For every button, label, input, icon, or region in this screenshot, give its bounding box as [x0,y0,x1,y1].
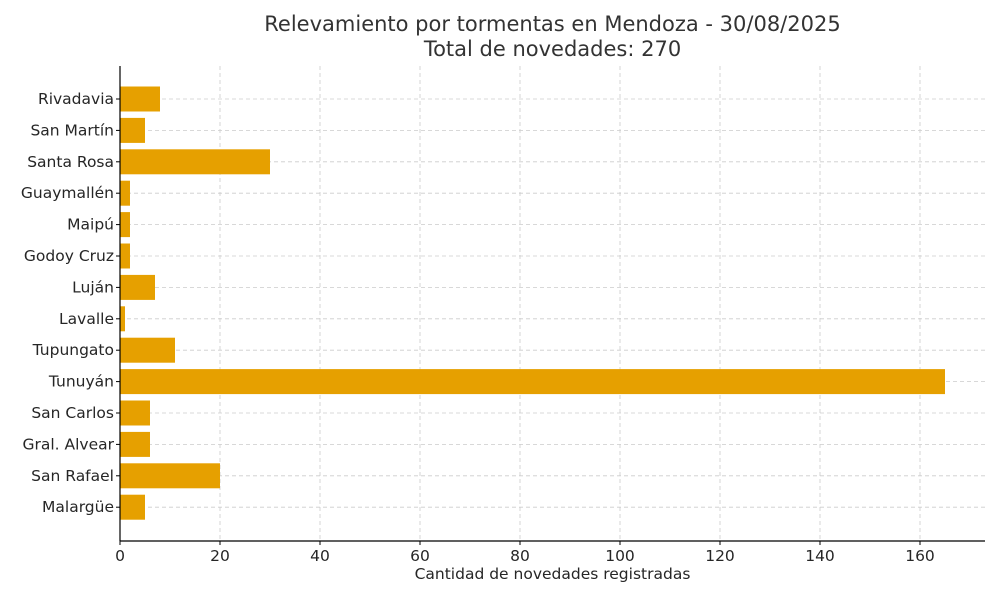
bar [120,400,150,426]
y-tick-label: Guaymallén [21,184,114,202]
grid-lines [120,66,985,541]
y-tick-label: Tunuyán [48,373,114,391]
y-tick-label: San Rafael [31,467,114,485]
y-tick-label: San Martín [30,121,114,139]
chart-subtitle: Total de novedades: 270 [423,37,682,61]
x-axis-ticks: 0 20 40 60 80 100 120 140 160 [115,547,935,565]
y-tick-label: Godoy Cruz [24,247,114,265]
bar [120,369,945,395]
bar [120,149,270,175]
chart-title: Relevamiento por tormentas en Mendoza - … [264,12,841,36]
x-tick-label: 140 [805,547,835,565]
y-tick-label: Rivadavia [38,90,114,108]
x-tick-label: 120 [705,547,735,565]
y-tick-label: San Carlos [31,404,114,422]
y-tick-label: Santa Rosa [27,153,114,171]
y-tick-label: Luján [72,278,114,296]
x-tick-label: 160 [905,547,935,565]
y-tick-label: Lavalle [59,310,114,328]
y-tick-label: Tupungato [32,341,114,359]
x-axis-label: Cantidad de novedades registradas [414,565,691,583]
x-tick-label: 60 [410,547,430,565]
bar [120,180,130,206]
x-tick-label: 0 [115,547,125,565]
y-tick-label: Maipú [67,216,114,234]
x-tick-label: 20 [210,547,230,565]
x-tick-label: 100 [605,547,635,565]
bar [120,494,145,520]
bar [120,306,125,332]
x-tick-label: 40 [310,547,330,565]
y-axis-labels: Rivadavia San Martín Santa Rosa Guaymallén M… [21,90,115,516]
bar [120,463,220,489]
bar [120,274,155,300]
axes [116,66,985,545]
bar [120,86,160,112]
y-tick-label: Gral. Alvear [22,435,114,453]
bar [120,431,150,457]
bars [120,86,945,520]
bar [120,212,130,238]
bar [120,337,175,363]
bar [120,117,145,143]
x-tick-label: 80 [510,547,530,565]
y-tick-label: Malargüe [42,498,114,516]
bar [120,243,130,269]
